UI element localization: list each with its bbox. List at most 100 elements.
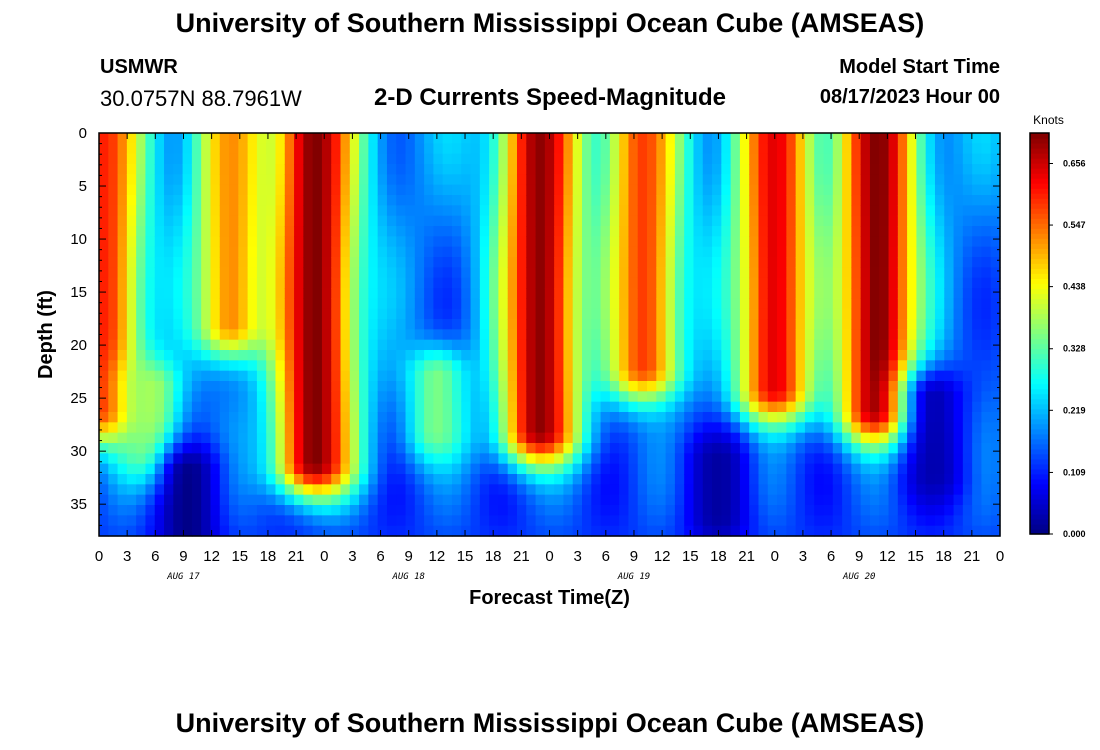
heatmap-cell bbox=[154, 236, 165, 248]
heatmap-cell bbox=[489, 226, 500, 237]
heatmap-cell bbox=[609, 494, 620, 506]
heatmap-cell bbox=[526, 350, 537, 361]
heatmap-cell bbox=[684, 267, 695, 279]
heatmap-cell bbox=[507, 215, 518, 227]
heatmap-cell bbox=[331, 288, 342, 299]
heatmap-cell bbox=[321, 288, 332, 299]
heatmap-cell bbox=[526, 226, 537, 237]
heatmap-cell bbox=[684, 236, 695, 248]
heatmap-cell bbox=[386, 174, 397, 186]
heatmap-cell bbox=[312, 236, 323, 248]
heatmap-cell bbox=[730, 164, 741, 175]
heatmap-cell bbox=[916, 360, 927, 372]
heatmap-cell bbox=[433, 277, 444, 289]
heatmap-cell bbox=[684, 370, 695, 382]
heatmap-cell bbox=[879, 298, 890, 310]
heatmap-cell bbox=[544, 360, 555, 372]
heatmap-cell bbox=[461, 329, 472, 341]
heatmap-cell bbox=[888, 422, 899, 434]
heatmap-cell bbox=[470, 515, 481, 527]
heatmap-cell bbox=[359, 195, 369, 206]
heatmap-cell bbox=[266, 360, 277, 372]
heatmap-cell bbox=[814, 277, 825, 289]
heatmap-cell bbox=[674, 350, 685, 361]
heatmap-cell bbox=[164, 391, 174, 403]
heatmap-cell bbox=[944, 515, 955, 527]
heatmap-cell bbox=[154, 484, 165, 496]
heatmap-cell bbox=[869, 391, 880, 403]
heatmap-cell bbox=[219, 288, 230, 299]
heatmap-cell bbox=[479, 474, 490, 485]
heatmap-cell bbox=[349, 174, 360, 186]
heatmap-cell bbox=[814, 432, 825, 444]
heatmap-cell bbox=[786, 267, 797, 279]
heatmap-cell bbox=[377, 257, 388, 268]
heatmap-cell bbox=[739, 288, 750, 299]
heatmap-cell bbox=[972, 308, 983, 320]
heatmap-cell bbox=[256, 525, 267, 537]
heatmap-cell bbox=[498, 308, 509, 320]
heatmap-cell bbox=[451, 143, 462, 155]
heatmap-cell bbox=[498, 474, 509, 485]
heatmap-cell bbox=[108, 505, 119, 516]
heatmap-cell bbox=[470, 360, 481, 372]
heatmap-cell bbox=[229, 432, 239, 444]
heatmap-cell bbox=[294, 215, 304, 227]
heatmap-cell bbox=[210, 339, 221, 351]
heatmap-cell bbox=[712, 195, 722, 206]
heatmap-cell bbox=[702, 133, 713, 144]
heatmap-cell bbox=[470, 505, 481, 516]
heatmap-cell bbox=[888, 226, 899, 237]
heatmap-cell bbox=[619, 515, 630, 527]
heatmap-cell bbox=[962, 360, 973, 372]
heatmap-cell bbox=[117, 370, 128, 382]
heatmap-cell bbox=[888, 298, 899, 310]
heatmap-cell bbox=[758, 494, 769, 506]
heatmap-cell bbox=[349, 153, 360, 165]
heatmap-cell bbox=[702, 205, 713, 217]
heatmap-cell bbox=[628, 370, 639, 382]
heatmap-cell bbox=[164, 143, 174, 155]
heatmap-cell bbox=[321, 329, 332, 341]
heatmap-cell bbox=[451, 153, 462, 165]
heatmap-cell bbox=[396, 164, 407, 175]
heatmap-cell bbox=[582, 525, 592, 537]
heatmap-cell bbox=[479, 298, 490, 310]
heatmap-cell bbox=[563, 350, 574, 361]
heatmap-cell bbox=[173, 215, 184, 227]
heatmap-cell bbox=[201, 329, 212, 341]
heatmap-cell bbox=[907, 267, 917, 279]
heatmap-cell bbox=[405, 505, 416, 516]
heatmap-cell bbox=[554, 277, 565, 289]
heatmap-cell bbox=[256, 329, 267, 341]
heatmap-cell bbox=[786, 401, 797, 413]
heatmap-cell bbox=[424, 432, 434, 444]
heatmap-cell bbox=[164, 412, 174, 423]
heatmap-cell bbox=[925, 474, 936, 485]
heatmap-cell bbox=[182, 298, 193, 310]
heatmap-cell bbox=[869, 463, 880, 475]
heatmap-cell bbox=[823, 246, 834, 258]
heatmap-cell bbox=[749, 329, 760, 341]
heatmap-cell bbox=[693, 391, 704, 403]
heatmap-cell bbox=[554, 360, 565, 372]
heatmap-cell bbox=[758, 474, 769, 485]
heatmap-cell bbox=[907, 360, 917, 372]
heatmap-cell bbox=[582, 153, 592, 165]
heatmap-cell bbox=[544, 267, 555, 279]
heatmap-cell bbox=[461, 453, 472, 465]
heatmap-cell bbox=[888, 350, 899, 361]
heatmap-cell bbox=[275, 525, 286, 537]
heatmap-cell bbox=[693, 412, 704, 423]
heatmap-cell bbox=[563, 226, 574, 237]
heatmap-cell bbox=[656, 370, 667, 382]
heatmap-cell bbox=[321, 474, 332, 485]
heatmap-cell bbox=[897, 215, 908, 227]
heatmap-cell bbox=[229, 401, 239, 413]
heatmap-cell bbox=[656, 319, 667, 330]
heatmap-cell bbox=[229, 370, 239, 382]
heatmap-cell bbox=[210, 257, 221, 268]
heatmap-cell bbox=[210, 443, 221, 454]
heatmap-cell bbox=[349, 381, 360, 392]
heatmap-cell bbox=[656, 381, 667, 392]
